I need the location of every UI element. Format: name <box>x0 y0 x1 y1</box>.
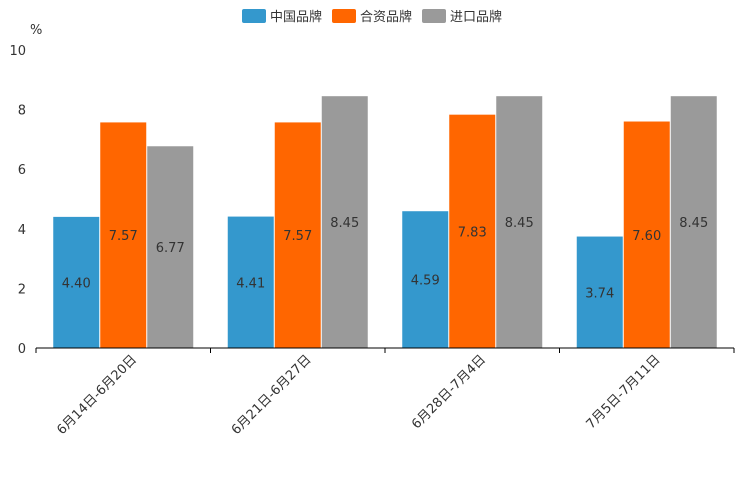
bar-value-label: 7.57 <box>283 229 312 244</box>
y-tick-label: 4 <box>18 223 26 238</box>
bar[interactable] <box>53 216 100 348</box>
legend: 中国品牌 合资品牌 进口品牌 <box>242 9 502 25</box>
y-tick-label: 6 <box>18 163 26 178</box>
legend-label: 合资品牌 <box>360 9 412 25</box>
bar-value-label: 8.45 <box>679 216 708 231</box>
bar[interactable] <box>321 96 368 348</box>
y-tick-label: 8 <box>18 104 26 119</box>
bar-value-label: 8.45 <box>330 216 359 231</box>
legend-item[interactable]: 合资品牌 <box>332 9 412 25</box>
bar[interactable] <box>576 236 623 348</box>
legend-swatch <box>332 9 356 23</box>
legend-item[interactable]: 中国品牌 <box>242 9 322 25</box>
legend-label: 进口品牌 <box>450 9 502 25</box>
y-tick-label: 0 <box>18 342 26 357</box>
bar-value-label: 3.74 <box>585 286 614 301</box>
bar-value-label: 4.41 <box>236 276 265 291</box>
bar[interactable] <box>274 122 321 348</box>
bar[interactable] <box>670 96 717 348</box>
x-category-label: 6月21日-6月27日 <box>229 352 315 438</box>
y-axis: 0 2 4 6 8 10 <box>9 44 26 357</box>
y-tick-label: 2 <box>18 282 26 297</box>
legend-swatch <box>422 9 446 23</box>
bar-value-label: 6.77 <box>156 241 185 256</box>
legend-swatch <box>242 9 266 23</box>
bar[interactable] <box>449 114 496 348</box>
bar[interactable] <box>402 211 449 348</box>
data-labels: 4.40 7.57 6.77 4.41 7.57 8.45 4.59 7.83 8.45 3.74… <box>62 216 708 301</box>
y-axis-unit-label: % <box>30 23 42 38</box>
bar-value-label: 7.60 <box>632 229 661 244</box>
bar[interactable] <box>147 146 194 348</box>
legend-item[interactable]: 进口品牌 <box>422 9 502 25</box>
x-category-label: 7月5日-7月11日 <box>584 352 664 432</box>
x-axis: 6月14日-6月20日 6月21日-6月27日 6月28日-7月4日 7月5日-7月1… <box>35 347 735 438</box>
bar-value-label: 7.57 <box>109 229 138 244</box>
y-tick-label: 10 <box>9 44 26 59</box>
bar-value-label: 7.83 <box>458 225 487 240</box>
bar[interactable] <box>623 121 670 349</box>
legend-label: 中国品牌 <box>270 9 322 25</box>
x-category-label: 6月28日-7月4日 <box>409 352 489 432</box>
bar-value-label: 8.45 <box>505 216 534 231</box>
bar-value-label: 4.59 <box>411 274 440 289</box>
bar[interactable] <box>227 216 274 348</box>
x-category-label: 6月14日-6月20日 <box>54 352 140 438</box>
bars <box>53 96 717 349</box>
bar-value-label: 4.40 <box>62 276 91 291</box>
bar[interactable] <box>100 122 147 348</box>
bar[interactable] <box>496 96 543 348</box>
